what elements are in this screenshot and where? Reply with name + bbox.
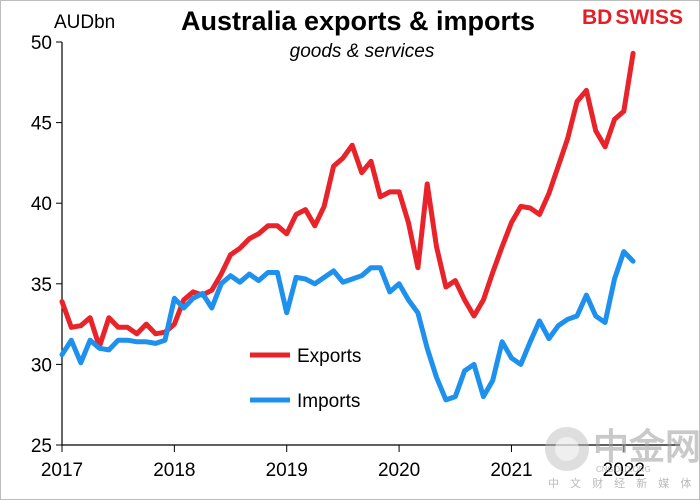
- brand-bd: BD: [582, 6, 612, 29]
- chart-subtitle: goods & services: [290, 41, 435, 62]
- x-tick-label: 2017: [41, 460, 83, 481]
- brand-swiss: SWISS: [615, 6, 683, 29]
- watermark-tagline: 中 文 财 经 新 媒 体: [548, 476, 695, 490]
- y-tick-label: 50: [31, 33, 52, 54]
- legend-label-exports: Exports: [297, 346, 361, 367]
- cngold-watermark: 中金网 CNGOLD.ORG 中 文 财 经 新 媒 体: [545, 426, 700, 490]
- y-tick-label: 45: [31, 114, 52, 135]
- x-tick-label: 2020: [378, 460, 420, 481]
- x-tick-label: 2019: [266, 460, 308, 481]
- watermark-url: CNGOLD.ORG: [596, 465, 651, 474]
- x-tick-label: 2018: [153, 460, 195, 481]
- bdswiss-logo: BD SWISS: [582, 6, 683, 29]
- y-axis-unit-label: AUDbn: [54, 12, 115, 33]
- bdswiss-logo-text: BD SWISS: [582, 6, 683, 29]
- x-axis-ticks: 2017 2018 2019 2020 2021 2022: [41, 445, 645, 481]
- y-tick-label: 35: [31, 275, 52, 296]
- y-tick-label: 30: [31, 355, 52, 376]
- legend: Exports Imports: [250, 346, 361, 412]
- y-tick-label: 25: [31, 436, 52, 457]
- legend-label-imports: Imports: [297, 391, 360, 412]
- chart-title: Australia exports & imports: [181, 6, 535, 36]
- series-line-exports: [59, 50, 636, 350]
- watermark-name: 中金网: [593, 426, 700, 467]
- x-tick-label: 2022: [603, 460, 645, 481]
- watermark-coin-inner-icon: [555, 437, 579, 461]
- series-layer: [59, 50, 636, 403]
- x-tick-label: 2021: [490, 460, 532, 481]
- y-tick-label: 40: [31, 194, 52, 215]
- y-axis-ticks: 25 30 35 40 45 50: [31, 33, 62, 457]
- series-line-imports: [59, 249, 636, 403]
